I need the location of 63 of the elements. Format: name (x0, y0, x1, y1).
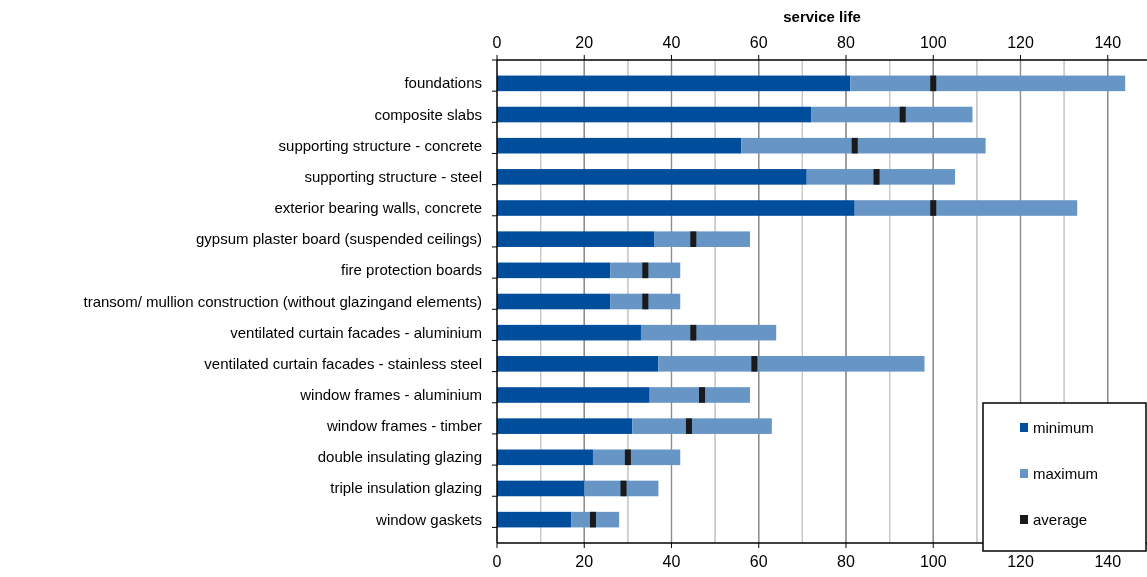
x2-tick-label: 40 (662, 553, 681, 570)
bar (497, 324, 641, 341)
legend-label: maximum (1033, 465, 1099, 482)
y-tick-label: window frames - aluminium (299, 385, 482, 403)
x-tick-label: 140 (1094, 34, 1122, 51)
bar (584, 480, 659, 497)
bar (811, 106, 973, 123)
bar (497, 262, 611, 279)
x-tick-label: 60 (749, 34, 768, 51)
bar (654, 231, 751, 247)
bar (497, 480, 585, 497)
bar (632, 418, 772, 434)
x2-tick-label: 100 (919, 553, 947, 570)
bar (497, 356, 659, 372)
x-tick-label: 100 (919, 34, 947, 51)
bar (497, 511, 572, 528)
bar (497, 106, 812, 123)
y-tick-label: foundations (404, 74, 482, 92)
y-tick-label: double insulating glazing (317, 448, 482, 466)
x-tick-label: 120 (1007, 34, 1034, 51)
bar (658, 356, 925, 372)
y-tick-label: supporting structure - concrete (278, 136, 482, 154)
bar (497, 293, 611, 310)
y-tick-label: gypsum plaster board (suspended ceilings) (196, 230, 482, 248)
bar (649, 387, 751, 403)
bar (592, 449, 681, 466)
x-tick-label: 20 (575, 34, 594, 51)
x2-tick-label: 120 (1007, 553, 1034, 570)
x2-tick-label: 60 (749, 553, 768, 570)
x-tick-label: 40 (662, 34, 681, 51)
bar (497, 387, 650, 403)
x2-tick-label: 80 (837, 553, 855, 570)
x2-tick-label: 20 (575, 553, 594, 570)
x-tick-label: 80 (837, 34, 855, 51)
y-tick-label: window frames - timber (325, 417, 482, 435)
x2-axis-title: service life (783, 8, 861, 25)
bar (497, 137, 742, 154)
y-tick-label: exterior bearing walls, concrete (274, 199, 482, 217)
y-tick-label: window gaskets (375, 510, 482, 528)
bar (610, 293, 681, 310)
y-tick-label: ventilated curtain facades - aluminium (230, 323, 482, 341)
bar (854, 200, 1078, 216)
y-tick-label: composite slabs (374, 105, 482, 123)
y-tick-label: triple insulation glazing (330, 479, 482, 497)
bar (741, 137, 986, 154)
bar (497, 200, 855, 216)
bar (850, 75, 1126, 92)
legend-label: minimum (1033, 419, 1094, 436)
bar (806, 169, 956, 185)
bar (497, 418, 633, 434)
bar (497, 449, 593, 466)
bar (497, 231, 655, 247)
bar (497, 169, 807, 185)
y-tick-label: supporting structure - steel (304, 167, 482, 185)
y-tick-label: transom/ mullion construction (without glazingand elements) (83, 292, 482, 310)
y-tick-label: ventilated curtain facades - stainless steel (204, 354, 482, 372)
x-tick-label: 0 (492, 34, 502, 51)
legend-label: average (1033, 511, 1088, 528)
y-tick-label: fire protection boards (341, 261, 482, 279)
x2-tick-label: 0 (492, 553, 502, 570)
x2-tick-label: 140 (1094, 553, 1122, 570)
bar (497, 75, 851, 92)
bar (640, 324, 777, 341)
